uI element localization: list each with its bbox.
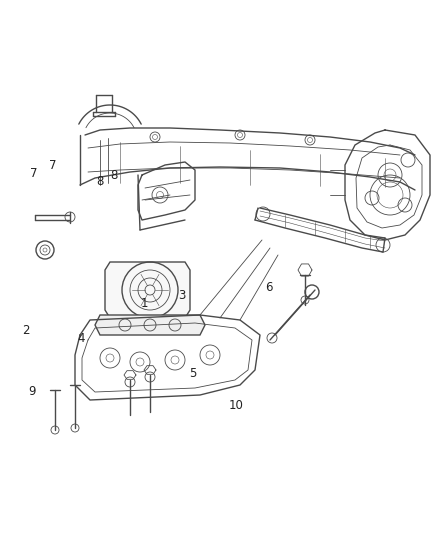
Text: 10: 10 bbox=[229, 399, 244, 411]
Text: 8: 8 bbox=[110, 169, 117, 182]
Text: 4: 4 bbox=[77, 332, 85, 345]
Text: 5: 5 bbox=[189, 367, 196, 379]
Text: 2: 2 bbox=[21, 324, 29, 337]
Text: 3: 3 bbox=[178, 289, 185, 302]
Text: 7: 7 bbox=[49, 159, 57, 172]
Text: 7: 7 bbox=[30, 167, 38, 180]
Polygon shape bbox=[105, 262, 190, 318]
Text: 8: 8 bbox=[96, 175, 103, 188]
Text: 9: 9 bbox=[28, 385, 35, 398]
Text: 6: 6 bbox=[265, 281, 273, 294]
Text: 1: 1 bbox=[141, 297, 148, 310]
Polygon shape bbox=[95, 315, 205, 335]
